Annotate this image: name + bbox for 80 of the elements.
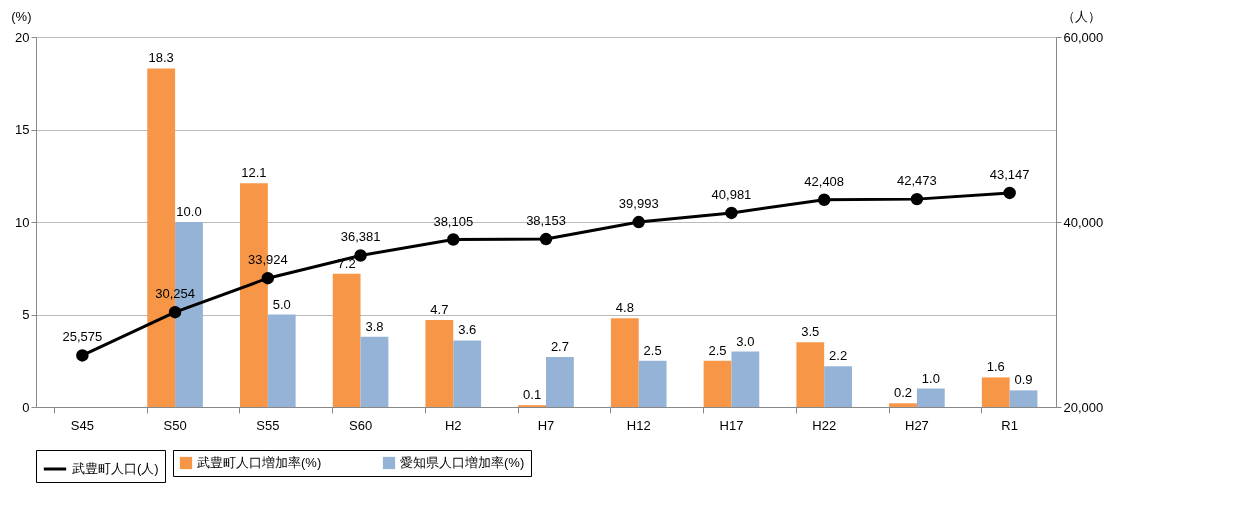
data-label: 2.5 [708,342,727,358]
data-label: 42,408 [804,173,845,189]
data-label: 38,153 [526,213,566,229]
data-label: 18.3 [148,50,174,66]
bar [703,360,732,407]
data-label: 4.8 [615,300,634,316]
data-label: 2.2 [829,348,848,364]
data-label: 4.7 [430,302,449,318]
bar [610,318,639,407]
x-tick-label: H27 [904,417,929,433]
bar [981,377,1010,407]
point [632,215,645,229]
bar [425,320,454,407]
y2-axis-title: （人） [1061,8,1101,24]
y-tick-label: 0 [22,399,30,415]
x-tick-label: H17 [719,417,744,433]
point [1003,186,1016,200]
data-label: 3.8 [365,318,384,334]
y-tick-label: 10 [15,214,30,230]
data-label: 3.6 [458,322,477,338]
bar [1009,390,1038,407]
x-tick-label: H2 [444,417,462,433]
y-axis-title: (%) [11,8,32,24]
x-tick-label: S60 [348,417,373,433]
x-tick-label: S45 [70,417,94,433]
data-label: 10.0 [176,204,202,219]
data-label: 1.6 [986,359,1005,375]
x-tick-label: H22 [812,417,837,433]
data-label: 2.7 [550,339,569,355]
bar [453,340,482,407]
point [354,249,367,262]
point [168,305,182,319]
y-tick-label: 15 [15,122,30,137]
point [725,206,738,220]
data-label: 5.0 [272,296,291,312]
y2-tick-label: 20,000 [1063,399,1104,415]
point [817,193,831,206]
data-label: 42,473 [897,173,937,189]
x-tick-label: R1 [1001,417,1018,433]
point [447,233,460,246]
data-label: 1.0 [921,370,940,386]
x-tick-label: S55 [256,417,280,433]
data-label: 43,147 [989,166,1030,182]
bar [332,273,361,407]
y2-tick-label: 60,000 [1063,29,1104,45]
data-label: 40,981 [711,186,752,202]
point [910,192,924,206]
data-label: 0.2 [893,385,913,401]
y-tick-label: 20 [15,29,30,45]
x-tick-label: H7 [537,417,555,433]
bar [638,360,667,407]
bar [360,336,389,407]
y-tick-label: 5 [22,307,30,322]
x-tick-label: H12 [626,417,651,433]
legend-label: 武豊町人口(人) [72,461,159,476]
bar [796,342,825,407]
data-label: 33,924 [247,252,288,268]
data-label: 36,381 [340,229,381,245]
data-label: 3.0 [736,333,755,349]
bar [916,388,945,407]
legend-label: 武豊町人口増加率(%) [197,455,322,470]
data-label: 25,575 [62,329,103,345]
data-label: 0.1 [523,387,542,403]
bar [889,403,917,407]
point [539,232,553,246]
bar [731,351,760,407]
data-label: 3.5 [801,324,820,340]
data-label: 0.9 [1014,372,1033,388]
y2-tick-label: 40,000 [1063,214,1104,230]
x-tick-label: S50 [163,417,187,433]
point [261,271,275,285]
bar [824,366,852,407]
point [76,349,89,362]
legend-label: 愛知県人口増加率(%) [400,455,525,470]
data-label: 2.5 [643,342,662,358]
data-label: 38,105 [433,213,474,229]
bar [546,357,574,407]
data-label: 39,993 [618,196,659,212]
bar [267,314,296,407]
data-label: 12.1 [241,165,267,181]
